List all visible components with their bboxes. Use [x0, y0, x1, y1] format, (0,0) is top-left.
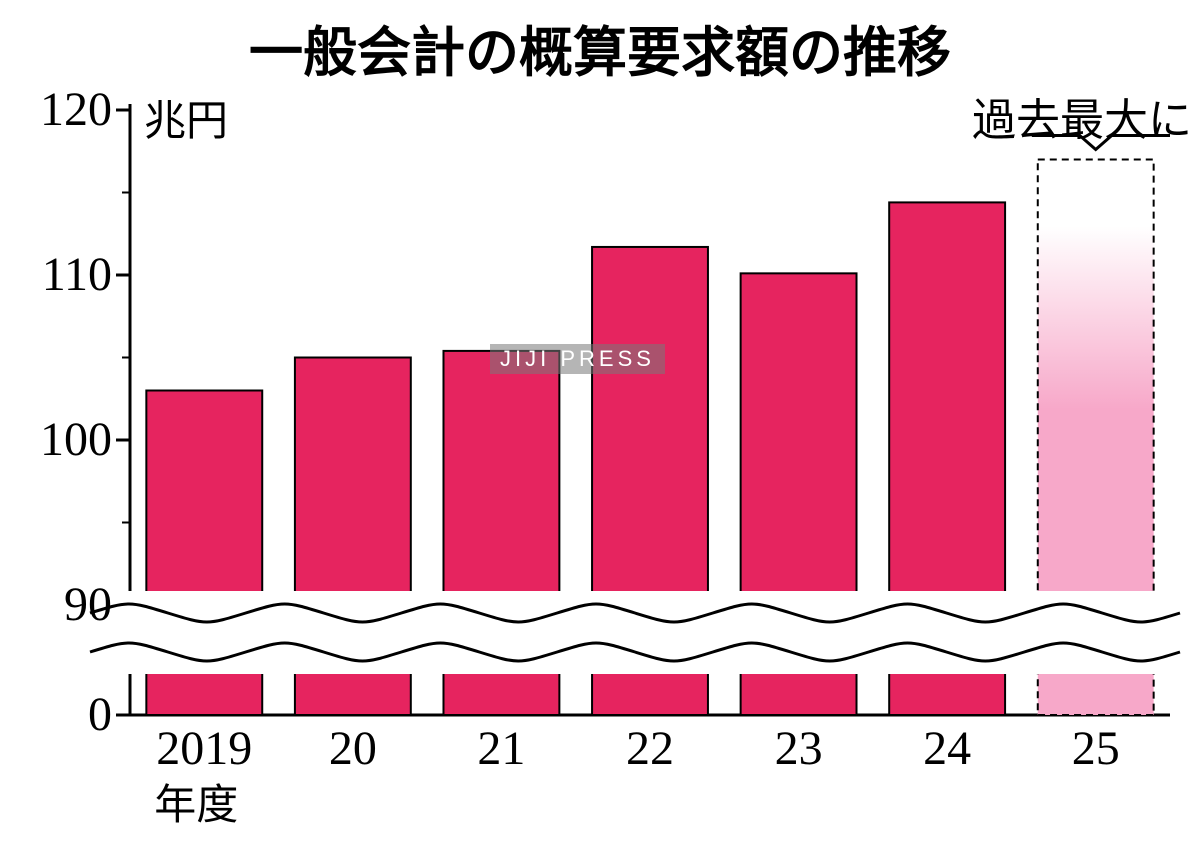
y-tick-label: 0 — [2, 687, 112, 742]
chart-container: 一般会計の概算要求額の推移 過去最大に 兆円 090100110120 2019… — [0, 0, 1200, 842]
x-axis-label: 年度 — [154, 771, 238, 832]
y-tick-label: 100 — [2, 412, 112, 467]
x-tick-label: 25 — [1021, 721, 1170, 776]
x-tick-label: 2019 — [130, 721, 279, 776]
x-tick-label: 22 — [576, 721, 725, 776]
x-tick-label: 20 — [279, 721, 428, 776]
y-unit-label: 兆円 — [144, 87, 228, 148]
x-tick-label: 23 — [724, 721, 873, 776]
x-tick-label: 24 — [873, 721, 1022, 776]
y-tick-label: 110 — [2, 247, 112, 302]
y-tick-label: 120 — [2, 82, 112, 137]
x-tick-label: 21 — [427, 721, 576, 776]
annotation-record-high: 過去最大に — [932, 84, 1192, 148]
watermark: JIJI PRESS — [490, 344, 665, 374]
y-tick-label: 90 — [2, 577, 112, 632]
